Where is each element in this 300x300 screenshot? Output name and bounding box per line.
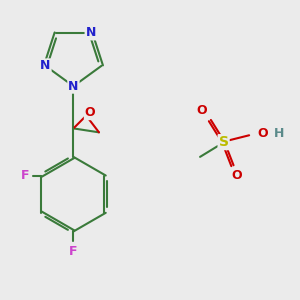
Text: F: F	[69, 245, 78, 258]
Text: H: H	[274, 127, 284, 140]
Text: O: O	[231, 169, 242, 182]
Text: N: N	[40, 59, 51, 72]
Text: N: N	[68, 80, 79, 93]
Text: O: O	[197, 104, 207, 117]
Text: O: O	[257, 127, 268, 140]
Text: F: F	[21, 169, 29, 182]
Text: O: O	[85, 106, 95, 119]
Text: N: N	[85, 26, 96, 39]
Text: S: S	[219, 135, 229, 149]
